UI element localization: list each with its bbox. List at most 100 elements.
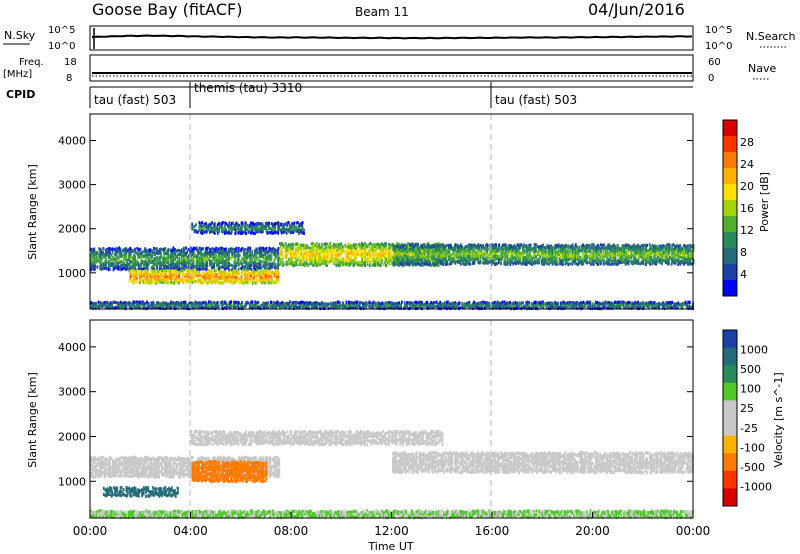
echo-cell — [420, 252, 423, 256]
echo-cell — [633, 256, 636, 260]
echo-cell — [661, 248, 663, 252]
echo-cell — [688, 257, 690, 261]
echo-cell — [634, 260, 637, 265]
echo-cell — [185, 262, 188, 266]
echo-cell — [138, 302, 141, 306]
echo-cell — [163, 260, 165, 264]
echo-cell — [256, 256, 259, 260]
echo-cell — [112, 262, 115, 266]
echo-cell — [118, 252, 121, 256]
echo-cell — [664, 248, 667, 252]
echo-cell — [125, 263, 127, 267]
echo-cell — [501, 257, 503, 261]
echo-cell — [558, 262, 561, 266]
echo-cell — [520, 254, 523, 258]
echo-cell — [374, 252, 377, 257]
echo-cell — [567, 251, 570, 256]
echo-cell — [381, 250, 384, 255]
echo-cell — [253, 261, 255, 265]
echo-cell — [117, 261, 119, 265]
echo-cell — [225, 266, 228, 270]
echo-cell — [95, 251, 98, 255]
echo-cell — [442, 262, 445, 267]
echo-cell — [110, 258, 113, 262]
echo-cell — [197, 248, 199, 252]
echo-cell — [378, 246, 381, 250]
echo-cell — [151, 305, 153, 309]
echo-cell — [224, 262, 227, 266]
echo-cell — [612, 256, 615, 260]
echo-cell — [232, 221, 234, 225]
echo-cell — [99, 301, 102, 305]
echo-cell — [258, 227, 260, 231]
echo-cell — [221, 276, 223, 281]
cpid-segment-3: tau (fast) 503 — [495, 93, 577, 107]
echo-cell — [201, 261, 203, 265]
echo-cell — [147, 248, 150, 252]
echo-cell — [279, 229, 282, 233]
echo-cell — [377, 261, 379, 265]
echo-cell — [200, 230, 202, 234]
echo-cell — [106, 261, 108, 265]
echo-cell — [634, 254, 637, 258]
echo-cell — [237, 231, 239, 235]
echo-cell — [191, 275, 194, 279]
echo-cell — [207, 228, 210, 232]
echo-cell — [256, 271, 259, 275]
echo-cell — [665, 245, 668, 249]
echo-cell — [249, 265, 252, 269]
echo-cell — [301, 225, 304, 229]
echo-cell — [301, 230, 304, 234]
echo-cell — [253, 279, 256, 283]
echo-cell — [134, 304, 136, 308]
echo-cell — [286, 260, 288, 264]
echo-cell — [519, 254, 522, 258]
noise-frame — [89, 25, 694, 51]
echo-cell — [287, 247, 290, 251]
echo-cell — [171, 281, 174, 285]
echo-cell — [612, 262, 615, 266]
echo-cell — [271, 262, 273, 266]
echo-cell — [199, 261, 201, 266]
echo-cell — [227, 270, 230, 275]
echo-cell — [654, 261, 656, 265]
echo-cell — [154, 306, 157, 310]
echo-cell — [203, 262, 206, 266]
echo-cell — [371, 250, 374, 254]
echo-cell — [379, 252, 382, 256]
echo-cell — [388, 242, 390, 246]
echo-cell — [456, 255, 459, 259]
echo-cell — [192, 261, 195, 265]
echo-cell — [169, 280, 171, 285]
echo-cell — [293, 228, 295, 232]
echo-cell — [413, 258, 416, 262]
echo-cell — [688, 249, 690, 253]
echo-cell — [342, 261, 345, 265]
echo-cell — [368, 249, 370, 253]
echo-cell — [634, 251, 637, 255]
echo-cell — [385, 257, 387, 261]
echo-cell — [594, 258, 597, 262]
echo-cell — [197, 273, 200, 277]
echo-cell — [150, 268, 153, 272]
echo-cell — [319, 255, 322, 259]
echo-cell — [231, 255, 234, 259]
echo-cell — [231, 272, 233, 276]
echo-cell — [143, 304, 146, 308]
echo-cell — [450, 254, 452, 258]
echo-cell — [417, 252, 419, 256]
echo-cell — [224, 270, 227, 274]
echo-cell — [395, 247, 398, 251]
echo-cell — [555, 257, 557, 261]
echo-cell — [443, 247, 445, 251]
echo-cell — [417, 243, 419, 247]
echo-cell — [609, 250, 612, 255]
echo-cell — [264, 247, 267, 251]
echo-cell — [512, 247, 515, 251]
echo-cell — [297, 244, 300, 248]
echo-cell — [118, 246, 121, 250]
echo-cell — [246, 223, 249, 227]
echo-cell — [266, 255, 269, 259]
echo-cell — [622, 248, 624, 252]
echo-cell — [338, 258, 341, 262]
